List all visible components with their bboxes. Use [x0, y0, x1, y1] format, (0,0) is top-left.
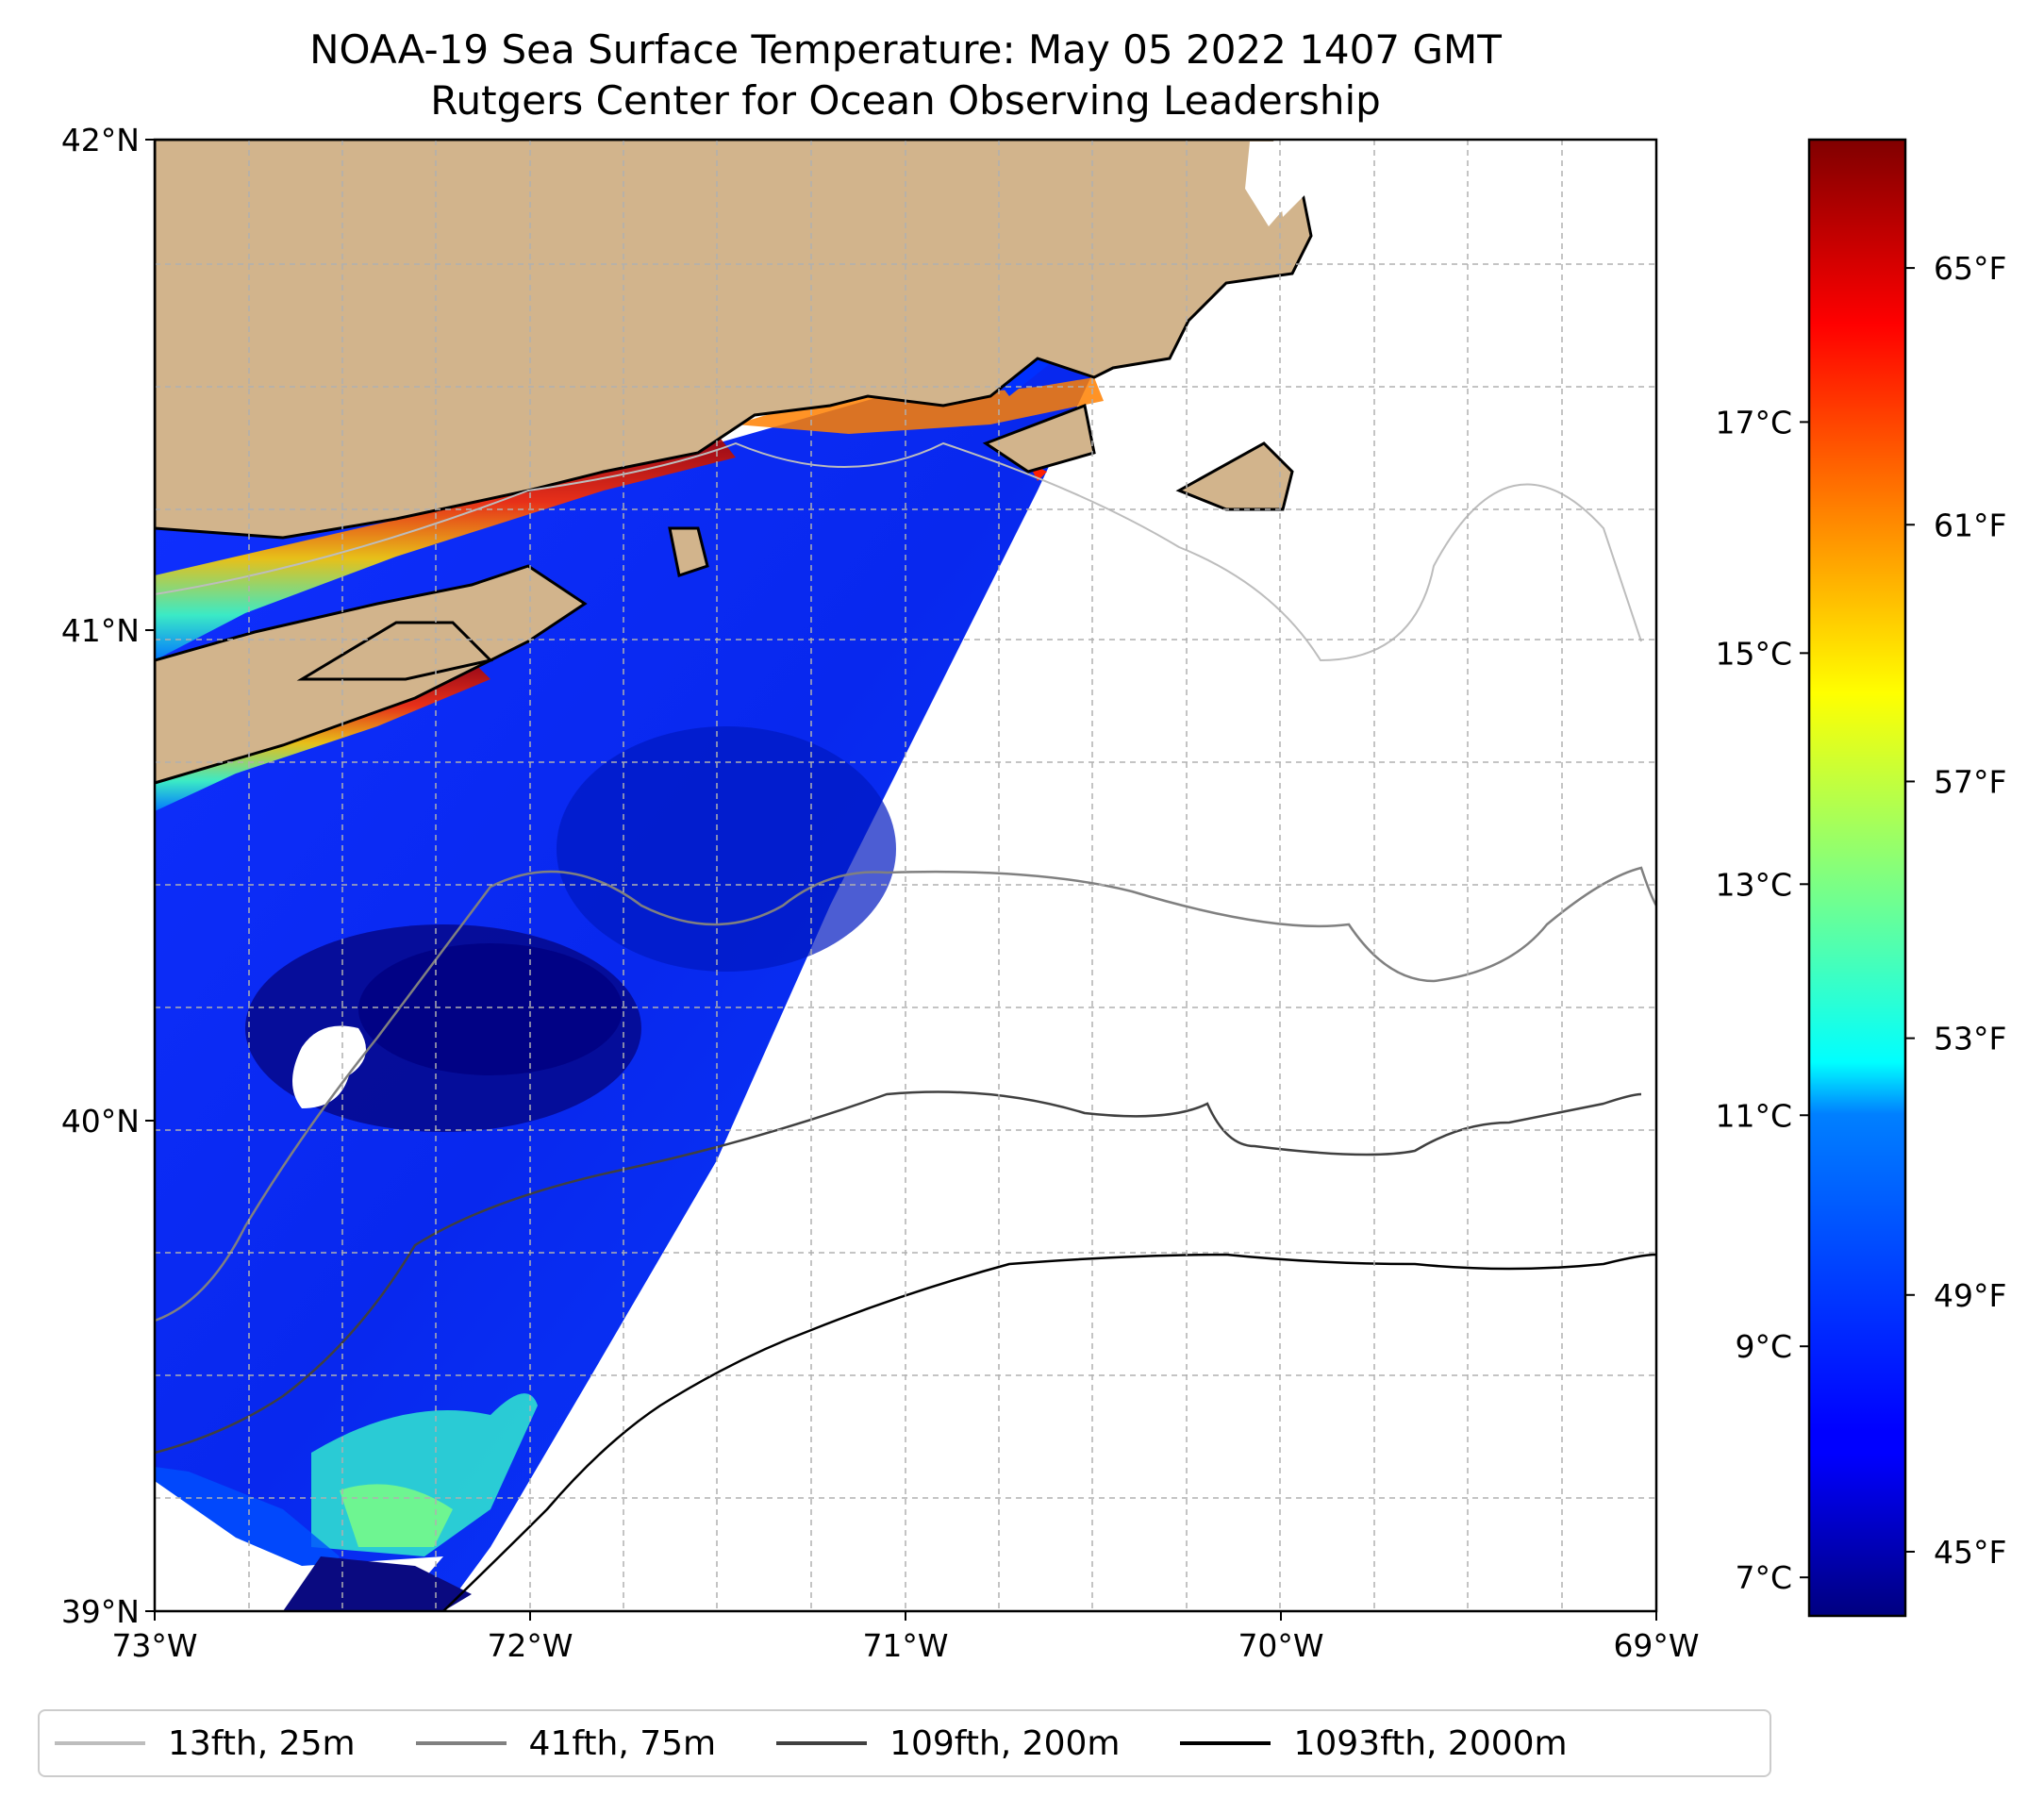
x-tick-label: 73°W: [111, 1627, 197, 1664]
x-tick-label: 72°W: [487, 1627, 573, 1664]
legend-label-2000m: 1093fth, 2000m: [1293, 1723, 1568, 1763]
bathymetry-contours: [155, 441, 1656, 1611]
fahrenheit-tick-label: 49°F: [1934, 1277, 2006, 1314]
colorbar-celsius-axis: 7°C 9°C 11°C 13°C 15°C 17°C: [1715, 404, 1809, 1596]
celsius-tick-label: 7°C: [1735, 1559, 1792, 1596]
celsius-tick-label: 9°C: [1735, 1328, 1792, 1365]
legend-label-200m: 109fth, 200m: [889, 1723, 1121, 1763]
celsius-tick-label: 11°C: [1715, 1097, 1792, 1134]
legend-item-75m: 41fth, 75m: [415, 1723, 717, 1763]
depth-legend: 13fth, 25m 41fth, 75m 109fth, 200m 1093f…: [38, 1709, 1771, 1777]
legend-swatch-25m: [55, 1741, 145, 1745]
y-tick-label: 42°N: [61, 122, 140, 158]
legend-swatch-2000m: [1180, 1741, 1271, 1745]
legend-item-200m: 109fth, 200m: [776, 1724, 1120, 1763]
x-tick-label: 69°W: [1613, 1627, 1699, 1664]
gridlines: [155, 140, 1656, 1611]
legend-swatch-75m: [415, 1741, 507, 1745]
chart-subtitle: Rutgers Center for Ocean Observing Leade…: [430, 77, 1381, 124]
colorbar-gradient: [1809, 140, 1905, 1616]
celsius-tick-label: 13°C: [1715, 866, 1792, 903]
fahrenheit-tick-label: 61°F: [1934, 507, 2006, 543]
y-tick-label: 40°N: [61, 1103, 140, 1140]
x-tick-label: 70°W: [1238, 1627, 1323, 1664]
legend-swatch-200m: [776, 1741, 868, 1745]
celsius-tick-label: 15°C: [1715, 635, 1792, 672]
land: [155, 140, 1313, 785]
legend-item-2000m: 1093fth, 2000m: [1180, 1723, 1568, 1763]
fahrenheit-tick-label: 45°F: [1934, 1534, 2006, 1571]
y-axis: 42°N 41°N 40°N 39°N: [61, 122, 155, 1630]
fahrenheit-tick-label: 57°F: [1934, 763, 2006, 800]
y-tick-label: 39°N: [61, 1593, 140, 1630]
colorbar: 7°C 9°C 11°C 13°C 15°C 17°C 45°F 49°F 53°F 57°F 6…: [1715, 138, 2006, 1618]
celsius-tick-label: 17°C: [1715, 404, 1792, 441]
legend-label-75m: 41fth, 75m: [528, 1723, 717, 1763]
x-axis: 73°W 72°W 71°W 70°W 69°W: [111, 1611, 1700, 1664]
y-tick-label: 41°N: [61, 612, 140, 649]
fahrenheit-tick-label: 65°F: [1934, 250, 2006, 287]
chart-title: NOAA-19 Sea Surface Temperature: May 05 …: [309, 26, 1502, 73]
legend-item-25m: 13fth, 25m: [55, 1724, 356, 1763]
colorbar-frame: [1807, 138, 1907, 1618]
fahrenheit-tick-label: 53°F: [1934, 1021, 2006, 1057]
map-content: [155, 140, 1656, 1611]
colorbar-fahrenheit-axis: 45°F 49°F 53°F 57°F 61°F 65°F: [1905, 250, 2006, 1571]
x-tick-label: 71°W: [862, 1627, 948, 1664]
legend-label-25m: 13fth, 25m: [168, 1723, 356, 1763]
